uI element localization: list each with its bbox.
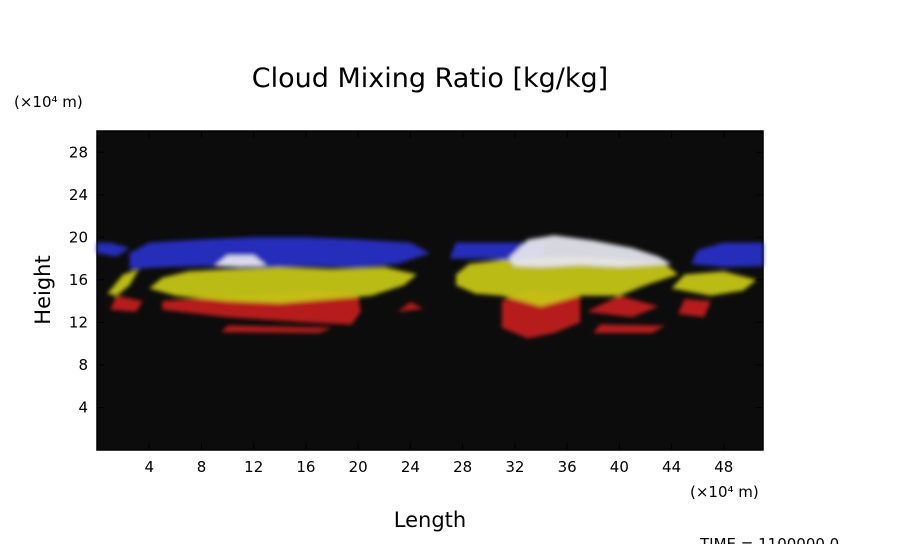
x-tick-label: 36 (558, 458, 577, 476)
cloud-region-red (678, 299, 711, 318)
x-tick-label: 48 (714, 458, 733, 476)
cloud-region-red (397, 302, 424, 312)
cloud-region-red (501, 290, 581, 339)
x-tick-label: 12 (244, 458, 263, 476)
y-tick-label: 8 (78, 356, 88, 374)
x-tick-label: 4 (144, 458, 154, 476)
cloud-region-red (221, 325, 333, 333)
chart-title: Cloud Mixing Ratio [kg/kg] (252, 63, 608, 94)
y-tick-label: 28 (69, 143, 88, 161)
x-tick-label: 24 (401, 458, 420, 476)
x-tick-label: 16 (296, 458, 315, 476)
cloud-region-yellow (671, 271, 757, 296)
x-tick-label: 32 (505, 458, 524, 476)
cloud-region-red (586, 295, 659, 318)
x-tick-label: 28 (453, 458, 472, 476)
cloud-field (97, 235, 763, 339)
y-unit-label: (×10⁴ m) (14, 93, 83, 111)
x-tick-label: 44 (662, 458, 681, 476)
cloud-region-blue (129, 237, 430, 270)
x-axis-label: Length (394, 508, 466, 532)
cloud-region-yellow (107, 269, 139, 296)
cloud-region-blue (691, 242, 763, 268)
cloud-region-red (110, 295, 143, 312)
cloud-region-red (593, 324, 666, 333)
x-tick-label: 20 (349, 458, 368, 476)
time-label: TIME = 1100000.0 (699, 535, 839, 544)
y-axis-label: Height (31, 255, 55, 324)
x-tick-label: 8 (197, 458, 207, 476)
x-tick-label: 40 (610, 458, 629, 476)
y-tick-label: 16 (69, 271, 88, 289)
y-tick-label: 20 (69, 228, 88, 246)
cloud-region-white (214, 255, 267, 268)
cloud-region-yellow (456, 256, 679, 307)
cloud-region-blue (97, 242, 130, 257)
y-tick-label: 12 (69, 313, 88, 331)
x-unit-label: (×10⁴ m) (690, 483, 759, 501)
cloud-region-yellow (149, 267, 417, 304)
y-tick-label: 24 (69, 186, 88, 204)
y-tick-label: 4 (78, 398, 88, 416)
cloud-region-white (508, 235, 672, 268)
